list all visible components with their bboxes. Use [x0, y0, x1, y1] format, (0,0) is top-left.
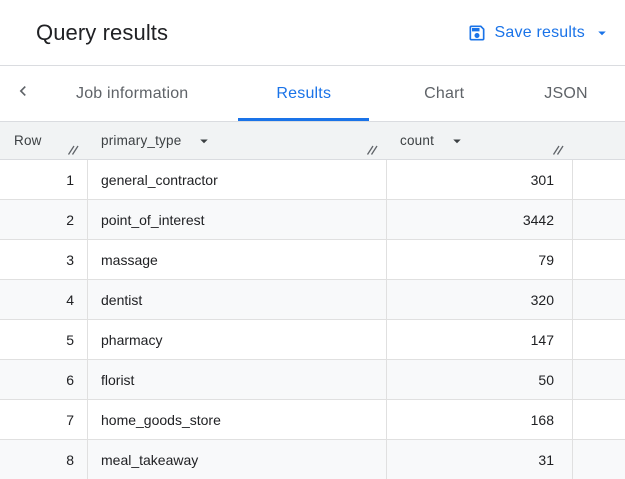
row-number-cell: 6 [0, 360, 88, 399]
primary-type-cell: general_contractor [88, 160, 387, 199]
column-menu-caret-down-icon[interactable] [195, 132, 213, 150]
primary-type-cell: florist [88, 360, 387, 399]
primary-type-cell: home_goods_store [88, 400, 387, 439]
column-resize-handle-icon[interactable] [67, 143, 80, 156]
count-cell: 50 [387, 360, 573, 399]
back-button[interactable] [0, 66, 46, 121]
row-number-cell: 4 [0, 280, 88, 319]
primary-type-cell: pharmacy [88, 320, 387, 359]
empty-cell [573, 240, 625, 279]
table-row: 4 dentist 320 [0, 280, 625, 320]
column-header-primary-type: primary_type [88, 122, 387, 159]
primary-type-cell: point_of_interest [88, 200, 387, 239]
column-label: Row [14, 133, 42, 148]
page-title: Query results [36, 19, 169, 45]
primary-type-cell: dentist [88, 280, 387, 319]
column-label: primary_type [101, 133, 182, 148]
table-header-row: Row primary_type count [0, 122, 625, 160]
empty-cell [573, 200, 625, 239]
caret-down-icon [593, 24, 611, 42]
table-row: 1 general_contractor 301 [0, 160, 625, 200]
primary-type-cell: massage [88, 240, 387, 279]
count-cell: 168 [387, 400, 573, 439]
empty-cell [573, 400, 625, 439]
empty-cell [573, 160, 625, 199]
tab-json[interactable]: JSON [516, 66, 615, 121]
column-resize-handle-icon[interactable] [552, 143, 565, 156]
column-header-count: count [387, 122, 573, 159]
count-cell: 320 [387, 280, 573, 319]
count-cell: 31 [387, 440, 573, 479]
tab-job-information[interactable]: Job information [46, 66, 218, 121]
empty-cell [573, 440, 625, 479]
row-number-cell: 3 [0, 240, 88, 279]
query-results-header: Query results Save results [0, 0, 625, 66]
save-results-button[interactable]: Save results [467, 23, 611, 43]
row-number-cell: 1 [0, 160, 88, 199]
count-cell: 79 [387, 240, 573, 279]
table-row: 5 pharmacy 147 [0, 320, 625, 360]
empty-cell [573, 280, 625, 319]
tab-label: Job information [76, 84, 189, 102]
count-cell: 147 [387, 320, 573, 359]
tab-label: Results [276, 84, 332, 102]
empty-cell [573, 320, 625, 359]
count-cell: 301 [387, 160, 573, 199]
column-header-row: Row [0, 122, 88, 159]
tab-bar: Job information Results Chart JSON [0, 66, 625, 122]
row-number-cell: 8 [0, 440, 88, 479]
table-row: 3 massage 79 [0, 240, 625, 280]
table-row: 8 meal_takeaway 31 [0, 440, 625, 479]
tab-chart[interactable]: Chart [396, 66, 492, 121]
save-icon [467, 23, 487, 43]
row-number-cell: 2 [0, 200, 88, 239]
primary-type-cell: meal_takeaway [88, 440, 387, 479]
table-row: 2 point_of_interest 3442 [0, 200, 625, 240]
tab-results[interactable]: Results [238, 66, 370, 121]
row-number-cell: 5 [0, 320, 88, 359]
tab-label: Chart [424, 84, 465, 102]
tab-label: JSON [544, 84, 588, 102]
table-row: 6 florist 50 [0, 360, 625, 400]
save-results-label: Save results [494, 23, 585, 41]
row-number-cell: 7 [0, 400, 88, 439]
table-row: 7 home_goods_store 168 [0, 400, 625, 440]
column-header-empty [573, 122, 625, 159]
count-cell: 3442 [387, 200, 573, 239]
empty-cell [573, 360, 625, 399]
results-table: Row primary_type count 1 gen [0, 122, 625, 479]
column-resize-handle-icon[interactable] [366, 143, 379, 156]
chevron-left-icon [13, 81, 33, 106]
column-label: count [400, 133, 435, 148]
column-menu-caret-down-icon[interactable] [448, 132, 466, 150]
